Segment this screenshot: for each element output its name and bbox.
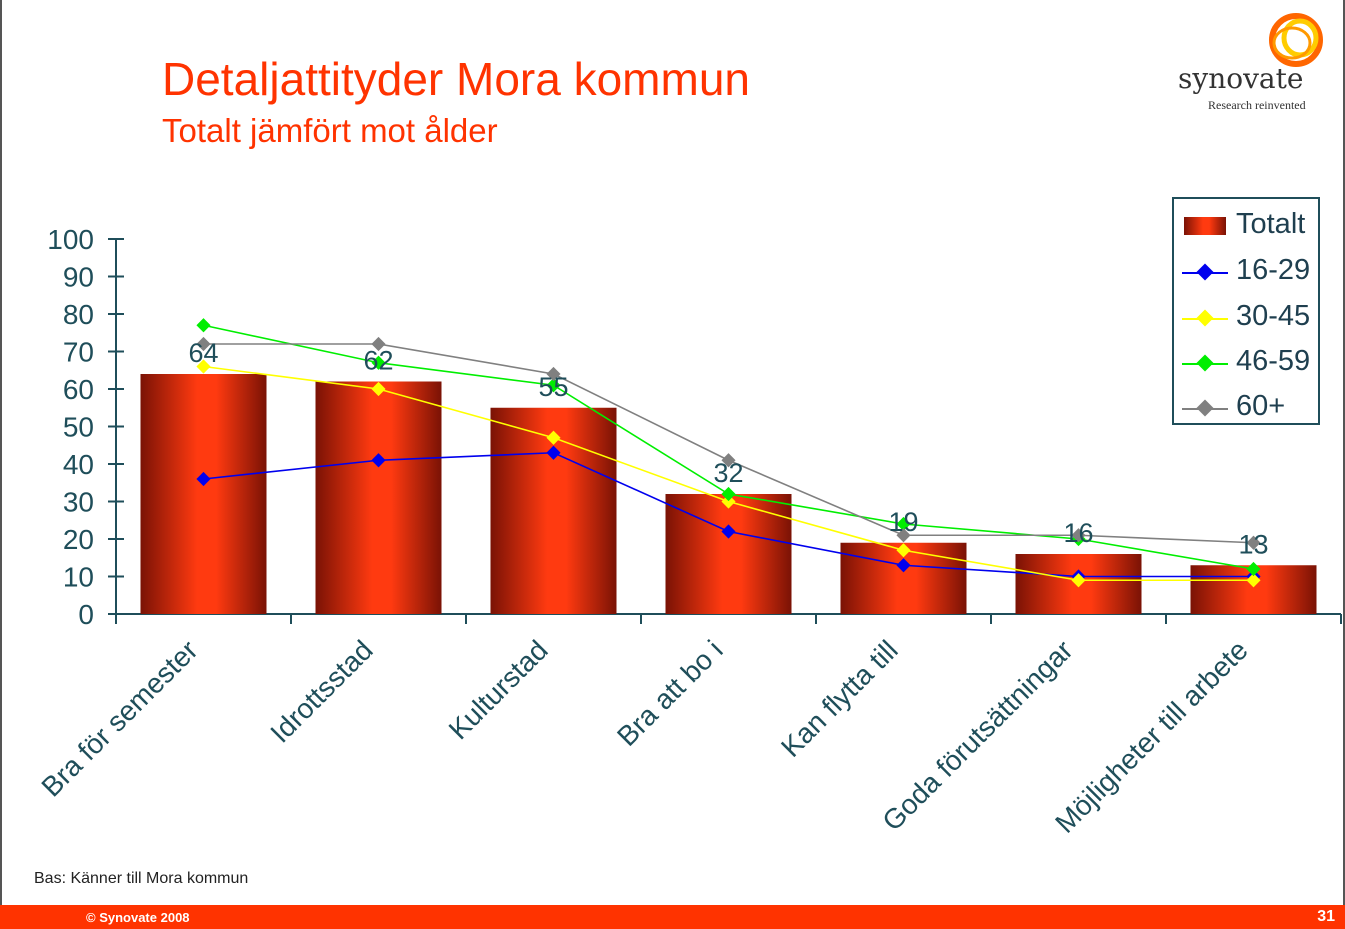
logo-rings-icon	[1269, 13, 1323, 67]
legend-item-30-45: 30-45	[1182, 297, 1318, 337]
bar-value-label: 16	[1063, 518, 1093, 548]
point-16-29-1	[371, 453, 386, 468]
legend-swatch-16-29	[1182, 263, 1228, 281]
legend-swatch-60-plus	[1182, 399, 1228, 417]
legend-item-totalt: Totalt	[1182, 205, 1318, 245]
point-30-45-6	[1246, 573, 1261, 588]
y-tick-label: 20	[63, 524, 94, 555]
slide-left-border	[0, 0, 2, 905]
slide-right-border	[1343, 0, 1345, 905]
y-tick-label: 50	[63, 412, 94, 443]
point-46-59-0	[196, 318, 211, 333]
point-46-59-4	[896, 516, 911, 532]
point-16-29-2	[546, 445, 561, 460]
legend-item-16-29: 16-29	[1182, 251, 1318, 291]
bar-value-label: 19	[888, 507, 918, 537]
slide-title: Detaljattityder Mora kommun	[162, 53, 750, 105]
bar-bra-f-r-semester	[140, 374, 267, 614]
y-tick-label: 60	[63, 374, 94, 405]
legend-swatch-46-59	[1182, 354, 1228, 372]
point-30-45-5	[1071, 573, 1086, 588]
synovate-logo: synovate Research reinvented	[1168, 10, 1338, 120]
point-30-45-2	[546, 430, 561, 445]
legend-label-46-59: 46-59	[1236, 345, 1311, 377]
page-number: 31	[1317, 908, 1335, 925]
point-30-45-0	[196, 359, 211, 374]
point-16-29-3	[721, 524, 736, 539]
point-16-29-4	[896, 558, 911, 573]
legend-label-16-29: 16-29	[1236, 254, 1311, 286]
category-label: Kulturstad	[443, 634, 554, 745]
point-60-0	[196, 336, 211, 352]
legend-swatch-totalt	[1184, 217, 1226, 235]
footer-bar: © Synovate 2008 31	[0, 905, 1345, 929]
point-60-1	[371, 336, 386, 352]
legend-item-60-plus: 60+	[1182, 387, 1318, 427]
point-46-59-2	[546, 378, 561, 393]
category-label: Kan flytta till	[775, 634, 904, 763]
point-60-5	[1071, 528, 1086, 543]
category-label: Goda förutsättningar	[876, 634, 1078, 836]
line-series-group	[196, 318, 1261, 588]
bar-idrottsstad	[315, 381, 442, 614]
y-tick-label: 70	[63, 337, 94, 368]
bar-value-labels: 64 62 55 32 19 16 13	[188, 338, 1268, 559]
point-46-59-6	[1246, 561, 1261, 577]
bar-value-label: 32	[713, 458, 743, 488]
bar-value-label: 55	[538, 372, 568, 402]
point-60-6	[1246, 535, 1261, 550]
y-axis: 0 10 20 30 40 50 60 70 80 90 100	[47, 224, 124, 630]
legend-swatch-30-45	[1182, 309, 1228, 327]
y-tick-label: 90	[63, 262, 94, 293]
point-46-59-3	[721, 486, 736, 502]
point-30-45-3	[721, 494, 736, 509]
category-label: Bra att bo i	[611, 634, 729, 752]
bar-value-label: 62	[363, 346, 393, 376]
y-tick-label: 40	[63, 449, 94, 480]
y-tick-label: 100	[47, 224, 94, 255]
chart-canvas: 0 10 20 30 40 50 60 70 80 90 100 64 62 55 32 19 16 13 Br…	[35, 224, 1342, 839]
logo-wordmark: synovate	[1178, 62, 1304, 95]
point-16-29-0	[196, 471, 211, 487]
logo-tagline: Research reinvented	[1208, 98, 1306, 112]
legend-label-30-45: 30-45	[1236, 300, 1311, 332]
legend-label-totalt: Totalt	[1236, 208, 1306, 240]
line-series-30-45	[196, 359, 1261, 588]
y-tick-label: 10	[63, 562, 94, 593]
legend-label-60-plus: 60+	[1236, 390, 1286, 422]
legend-item-46-59: 46-59	[1182, 342, 1318, 382]
category-label: Möjligheter till arbete	[1049, 634, 1254, 839]
bar-series-totalt	[140, 374, 1317, 614]
point-60-4	[896, 528, 911, 543]
y-tick-label: 80	[63, 299, 94, 330]
point-30-45-4	[896, 543, 911, 558]
y-tick-label: 0	[78, 599, 94, 630]
bar-value-label: 64	[188, 338, 218, 368]
line-series-60	[196, 336, 1261, 550]
copyright-text: © Synovate 2008	[86, 910, 190, 925]
slide-subtitle: Totalt jämfört mot ålder	[162, 112, 498, 149]
chart-legend: Totalt 16-29 30-45 46-59 60+	[1172, 197, 1320, 425]
point-30-45-1	[371, 381, 386, 397]
category-labels: Bra för semester Idrottsstad Kulturstad Bra…	[35, 634, 1253, 839]
category-label: Bra för semester	[35, 634, 203, 802]
category-label: Idrottsstad	[264, 634, 378, 748]
point-60-3	[721, 453, 736, 468]
bar-value-label: 13	[1238, 529, 1268, 559]
point-46-59-1	[371, 355, 386, 370]
footnote-base: Bas: Känner till Mora kommun	[34, 870, 249, 887]
point-60-2	[546, 366, 561, 382]
y-tick-label: 30	[63, 487, 94, 518]
x-axis	[115, 613, 1342, 624]
